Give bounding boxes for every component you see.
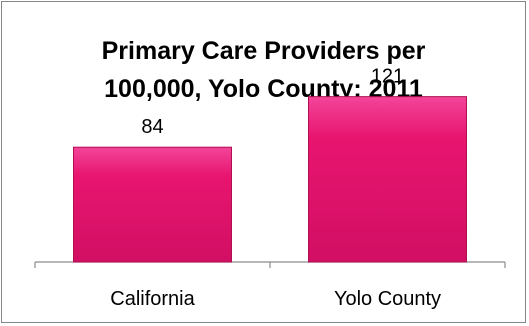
data-label: 121 (371, 66, 404, 88)
category-label: California (110, 288, 195, 310)
bar-california (73, 146, 232, 263)
category-label: Yolo County (334, 288, 441, 310)
chart-title-line-1: Primary Care Providers per (101, 37, 426, 65)
bar-yolo-county (308, 96, 467, 263)
data-label: 84 (141, 116, 163, 138)
